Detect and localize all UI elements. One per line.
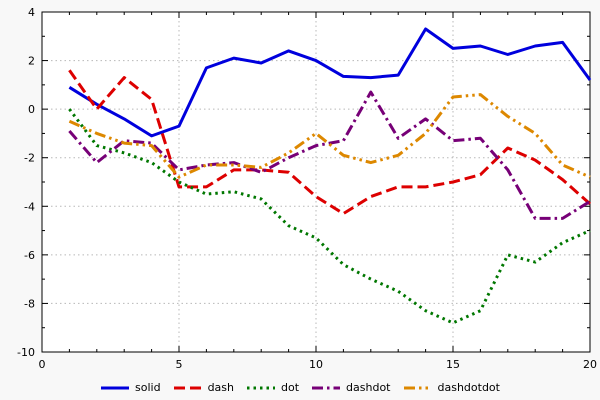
- x-tick-label: 5: [176, 358, 183, 371]
- y-tick-label: -4: [24, 200, 35, 213]
- y-tick-label: -8: [24, 297, 35, 310]
- series-line-solid: [68, 27, 592, 138]
- y-tick-label: -6: [24, 249, 35, 262]
- legend-item-dash: dash: [173, 381, 234, 394]
- legend-swatch-solid: [101, 386, 130, 389]
- legend-item-dashdotdot: dashdotdot: [403, 381, 500, 394]
- legend-item-dashdot: dashdot: [311, 381, 391, 394]
- y-tick-label: -10: [17, 346, 35, 359]
- plot-border: [41, 11, 591, 353]
- legend-swatch-dash: [173, 386, 202, 389]
- y-tick-label: 2: [28, 55, 35, 68]
- legend-label: dot: [281, 381, 300, 394]
- legend-label: solid: [135, 381, 161, 394]
- y-tick-label: 0: [28, 103, 35, 116]
- x-tick-label: 20: [583, 358, 597, 371]
- series-line-dashdotdot: [68, 93, 591, 179]
- legend-label: dashdot: [346, 381, 391, 394]
- legend-swatch-dashdot: [312, 386, 341, 389]
- x-tick-label: 10: [309, 358, 323, 371]
- legend-item-dot: dot: [246, 381, 299, 394]
- x-tick-label: 0: [39, 358, 46, 371]
- legend: solid dash dot dashdot dashdotdot: [0, 381, 600, 394]
- plot-area: [42, 12, 590, 352]
- legend-label: dashdotdot: [437, 381, 500, 394]
- x-tick-label: 15: [446, 358, 460, 371]
- legend-item-solid: solid: [100, 381, 161, 394]
- y-tick-label: 4: [28, 6, 35, 19]
- series-line-dashdot: [68, 90, 591, 220]
- legend-label: dash: [207, 381, 235, 394]
- legend-swatch-dot: [247, 386, 276, 389]
- y-tick-label: -2: [24, 152, 35, 165]
- series-line-dash: [68, 69, 591, 216]
- legend-swatch-dashdotdot: [403, 386, 432, 389]
- series-line-dot: [68, 108, 591, 325]
